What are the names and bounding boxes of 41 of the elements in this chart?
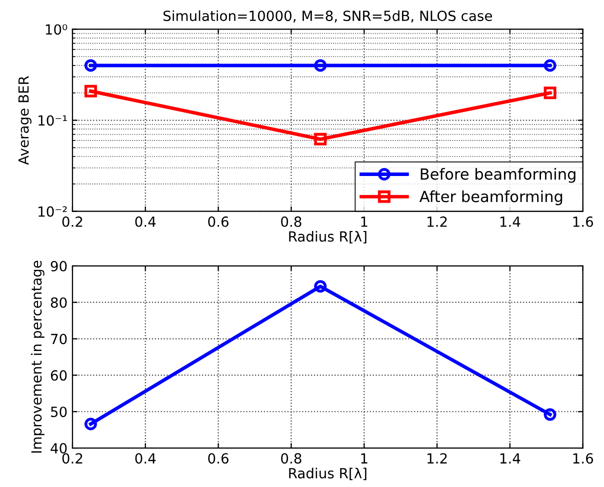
x-tick-label: 1.4 <box>500 453 520 464</box>
point <box>314 280 327 293</box>
y-tick-label: 10⁻¹ <box>38 115 67 126</box>
point <box>84 59 97 72</box>
y-axis-title: Average BER <box>18 76 32 165</box>
y-tick-label: 10⁻² <box>38 206 67 217</box>
y-tick-label: 10⁰ <box>46 24 68 35</box>
x-tick-label: 0.4 <box>135 453 156 464</box>
x-tick-label: 0.8 <box>281 453 302 464</box>
y-axis-title: Improvement in percentage <box>30 260 44 453</box>
x-axis-title: Radius R[λ] <box>289 468 366 480</box>
legend-label: After beamforming <box>419 190 562 206</box>
x-tick-label: 0.6 <box>208 216 228 227</box>
x-tick-label: 1.4 <box>500 216 520 227</box>
point <box>544 86 556 100</box>
y-tick-label: 80 <box>50 297 67 308</box>
x-tick-label: 0.2 <box>62 216 82 227</box>
x-tick-label: 0.6 <box>208 453 228 464</box>
point <box>544 59 556 72</box>
x-tick-label: 1.2 <box>428 453 447 464</box>
y-tick-label: 60 <box>50 370 67 381</box>
point <box>314 132 327 146</box>
x-tick-label: 1 <box>361 453 368 464</box>
x-axis-title: Radius R[λ] <box>289 231 366 244</box>
point <box>544 408 556 421</box>
x-tick-label: 0.8 <box>281 216 302 227</box>
chart-title: Simulation=10000, M=8, SNR=5dB, NLOS case <box>164 10 492 22</box>
x-tick-label: 1.6 <box>573 453 594 464</box>
point <box>84 418 97 430</box>
x-tick-label: 0.4 <box>135 216 156 227</box>
point <box>84 84 97 98</box>
x-tick-label: 1 <box>361 216 368 227</box>
y-tick-label: 90 <box>50 260 67 272</box>
y-tick-label: 40 <box>50 443 67 454</box>
x-tick-label: 0.2 <box>62 453 82 464</box>
legend-label: Before beamforming <box>420 168 576 183</box>
x-tick-label: 1.2 <box>428 216 447 227</box>
y-tick-label: 50 <box>51 406 67 418</box>
y-tick-label: 70 <box>51 334 67 344</box>
x-tick-label: 1.6 <box>573 216 594 227</box>
point <box>314 59 327 72</box>
